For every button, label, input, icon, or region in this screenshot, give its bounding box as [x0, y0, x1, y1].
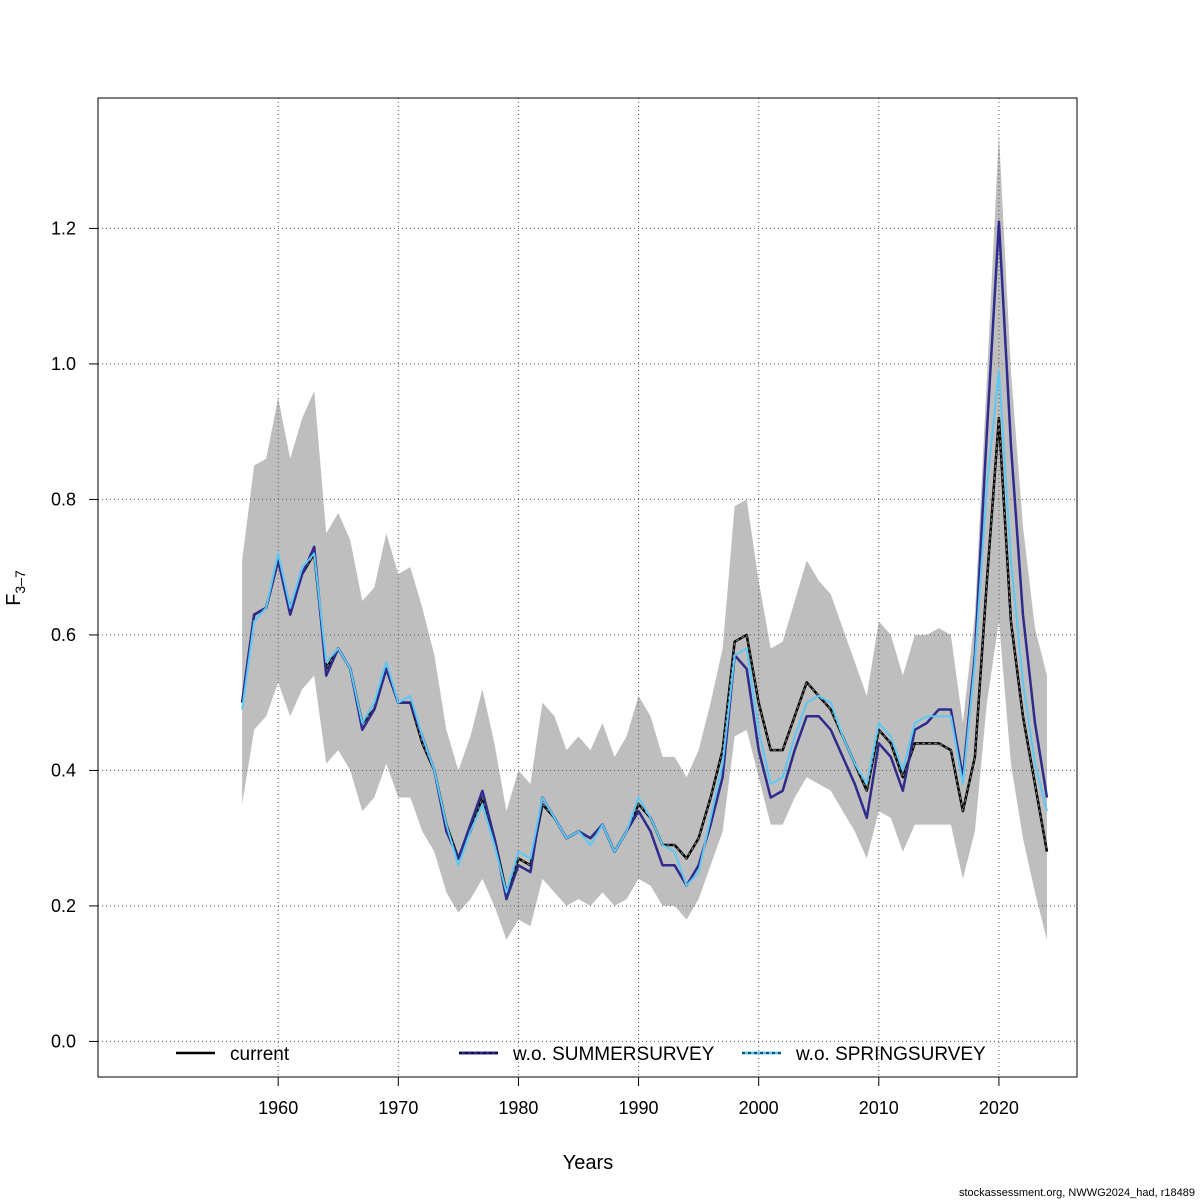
x-tick-label-2010: 2010	[859, 1098, 899, 1118]
legend-label-current: current	[230, 1044, 290, 1065]
series-line-spring	[241, 369, 1048, 894]
series-line-summer	[240, 220, 1049, 901]
legend: current w.o. SUMMERSURVEY w.o. SPRINGSUR…	[176, 1044, 986, 1065]
y-axis-title-main: F	[3, 594, 25, 606]
y-tick-label-0.6: 0.6	[51, 625, 76, 645]
y-tick-label-0.8: 0.8	[51, 489, 76, 509]
x-tick-label-1990: 1990	[619, 1098, 659, 1118]
y-tick-label-1.0: 1.0	[51, 354, 76, 374]
y-tick-label-0.0: 0.0	[51, 1031, 76, 1051]
x-tick-label-2000: 2000	[739, 1098, 779, 1118]
y-axis-title: F3–7	[3, 570, 28, 606]
series-layer	[240, 220, 1049, 901]
x-tick-label-1970: 1970	[378, 1098, 418, 1118]
x-tick-label-1960: 1960	[258, 1098, 298, 1118]
legend-label-spring: w.o. SPRINGSURVEY	[795, 1044, 986, 1065]
footer-credit: stockassessment.org, NWWG2024_had, r1848…	[959, 1187, 1195, 1199]
confidence-band	[242, 133, 1047, 940]
y-tick-label-0.2: 0.2	[51, 896, 76, 916]
x-axis-title: Years	[563, 1152, 613, 1174]
y-tick-label-1.2: 1.2	[51, 218, 76, 238]
y-axis-title-subscript: 3–7	[12, 570, 28, 594]
confidence-band-layer	[242, 133, 1047, 940]
legend-label-summer: w.o. SUMMERSURVEY	[512, 1044, 715, 1065]
y-tick-label-0.4: 0.4	[51, 760, 76, 780]
x-axis: 1960 1970 1980 1990 2000 2010 2020	[258, 1076, 1019, 1118]
x-tick-label-1980: 1980	[498, 1098, 538, 1118]
x-tick-label-2020: 2020	[979, 1098, 1019, 1118]
y-axis: 0.0 0.2 0.4 0.6 0.8 1.0 1.2	[51, 218, 99, 1051]
